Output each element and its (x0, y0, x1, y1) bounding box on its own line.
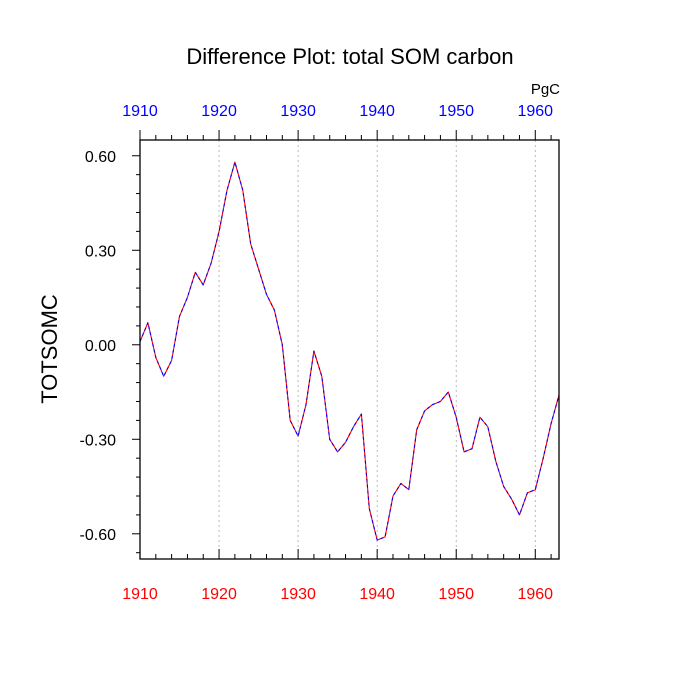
x-tick-label-top: 1950 (438, 103, 474, 120)
y-tick-label: -0.60 (80, 527, 117, 544)
x-tick-label-top: 1910 (122, 103, 158, 120)
y-tick-label: 0.60 (85, 149, 116, 166)
x-tick-label-top: 1960 (517, 103, 553, 120)
x-tick-label-bottom: 1950 (438, 586, 474, 603)
bottom-axis-labels: 1910 1920 1930 1940 1950 1960 (122, 586, 553, 603)
left-axis-labels: -0.60 -0.30 0.00 0.30 0.60 (80, 149, 117, 544)
y-tick-label: 0.30 (85, 243, 116, 260)
x-tick-label-bottom: 1940 (359, 586, 395, 603)
y-axis-label: TOTSOMC (37, 294, 62, 404)
x-tick-label-top: 1920 (201, 103, 237, 120)
top-axis-labels: 1910 1920 1930 1940 1950 1960 (122, 103, 553, 120)
chart-title: Difference Plot: total SOM carbon (186, 44, 513, 69)
x-tick-label-bottom: 1920 (201, 586, 237, 603)
series-line (139, 161, 560, 541)
x-tick-label-top: 1930 (280, 103, 316, 120)
units-label: PgC (531, 81, 560, 98)
grid-lines (218, 140, 536, 559)
x-tick-label-bottom: 1960 (517, 586, 553, 603)
x-tick-label-top: 1940 (359, 103, 395, 120)
series-lines (139, 161, 560, 541)
x-tick-label-bottom: 1910 (122, 586, 158, 603)
y-tick-label: 0.00 (85, 338, 116, 355)
axis-ticks (132, 130, 552, 559)
x-tick-label-bottom: 1930 (280, 586, 316, 603)
plot-frame (139, 139, 560, 560)
y-tick-label: -0.30 (80, 432, 117, 449)
series-line-dashed (139, 161, 560, 541)
